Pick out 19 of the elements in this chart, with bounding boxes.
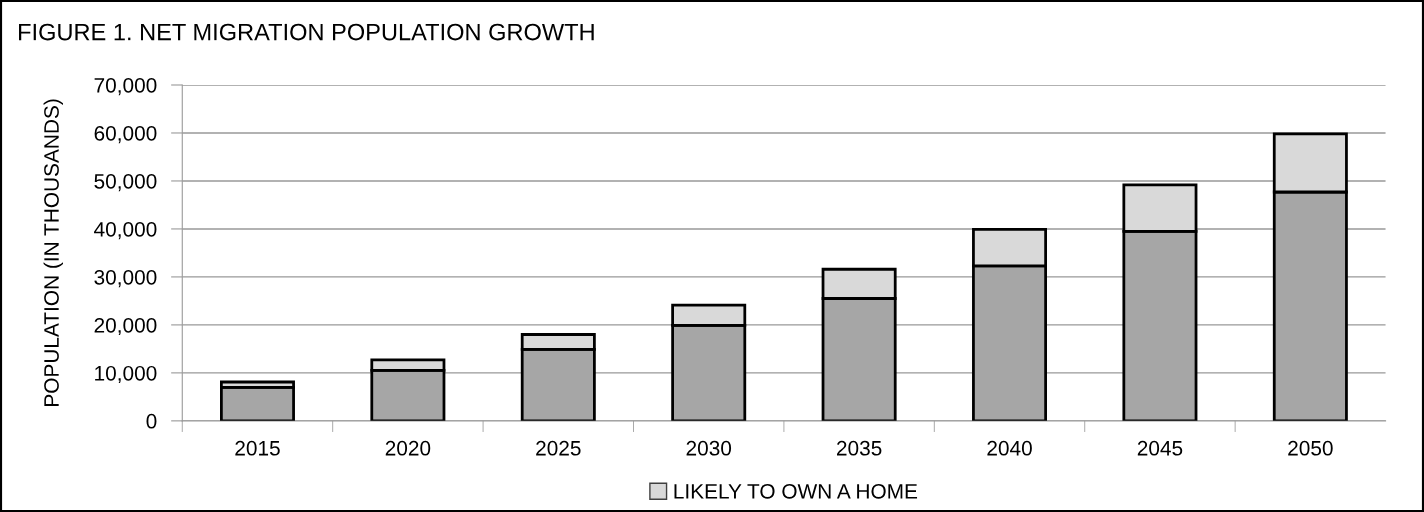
y-tick-label: 70,000: [94, 77, 157, 96]
y-tick-label: 10,000: [95, 365, 157, 384]
x-tick-label: 2025: [536, 440, 581, 456]
legend-label: LIKELY TO OWN A HOME: [674, 483, 918, 499]
x-tick-label: 2030: [686, 440, 732, 456]
y-tick-label: 40,000: [94, 221, 157, 240]
x-tick-label: 2040: [987, 440, 1032, 456]
chart-title: FIGURE 1. NET MIGRATION POPULATION GROWTH: [19, 23, 594, 41]
y-tick-label: 60,000: [94, 125, 157, 144]
y-tick-label: 30,000: [94, 269, 157, 288]
x-tick-label: 2050: [1288, 440, 1333, 456]
y-tick-label: 0: [146, 413, 157, 429]
x-tick-label: 2015: [235, 440, 280, 456]
x-tick-label: 2035: [836, 440, 882, 456]
y-tick-label: 20,000: [94, 317, 157, 336]
y-axis-title: POPULATION (IN THOUSANDS): [43, 99, 63, 406]
x-tick-label: 2020: [385, 440, 431, 456]
x-tick-label: 2045: [1137, 440, 1183, 456]
y-tick-label: 50,000: [94, 173, 157, 192]
